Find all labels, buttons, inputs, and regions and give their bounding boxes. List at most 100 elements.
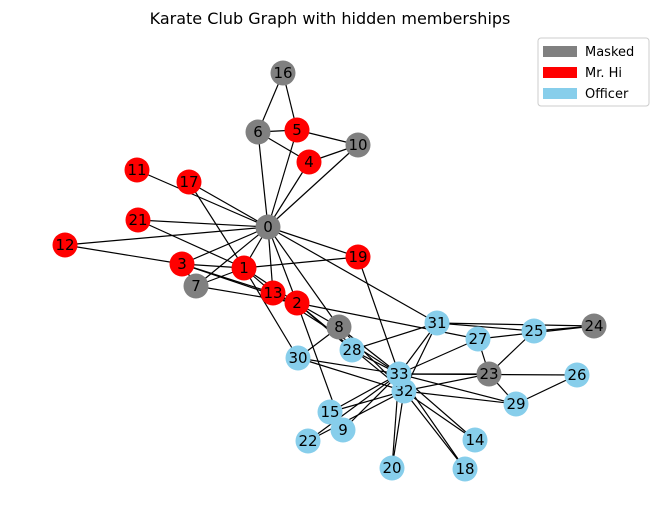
node-label-31: 31 [427, 314, 446, 332]
edge-1-17 [188, 181, 245, 269]
legend-label-masked: Masked [585, 45, 634, 60]
node-label-1: 1 [239, 259, 249, 277]
node-label-6: 6 [253, 123, 263, 141]
node-circle-10 [345, 132, 371, 158]
node-16: 16 [270, 60, 296, 86]
edge-1-21 [137, 219, 245, 269]
node-33: 33 [386, 361, 412, 387]
node-circle-27 [465, 326, 491, 352]
node-3: 3 [169, 251, 195, 277]
node-label-8: 8 [334, 318, 344, 336]
node-0: 0 [255, 214, 281, 240]
node-circle-11 [124, 157, 150, 183]
node-circle-7 [183, 273, 209, 299]
edge-29-32 [403, 390, 517, 405]
node-circle-1 [231, 255, 257, 281]
legend-label-mrhi: Mr. Hi [585, 66, 622, 81]
node-8: 8 [326, 314, 352, 340]
edge-29-33 [398, 373, 517, 405]
node-circle-14 [462, 427, 488, 453]
node-circle-33 [386, 361, 412, 387]
node-29: 29 [503, 391, 529, 417]
edge-0-17 [188, 181, 269, 228]
edge-0-21 [137, 219, 269, 228]
legend-swatch-officer [543, 88, 577, 99]
edge-9-33 [342, 373, 400, 431]
node-circle-30 [285, 345, 311, 371]
node-label-18: 18 [455, 460, 474, 478]
edge-19-33 [357, 256, 400, 375]
node-circle-3 [169, 251, 195, 277]
node-circle-23 [476, 361, 502, 387]
edge-18-32 [403, 390, 466, 470]
node-label-2: 2 [292, 294, 302, 312]
edge-0-11 [136, 169, 269, 228]
node-12: 12 [52, 232, 78, 258]
node-circle-29 [503, 391, 529, 417]
node-circle-9 [330, 417, 356, 443]
node-circle-2 [284, 290, 310, 316]
node-label-7: 7 [191, 277, 201, 295]
node-circle-31 [424, 310, 450, 336]
edge-0-19 [267, 226, 359, 258]
node-label-12: 12 [55, 236, 74, 254]
edge-0-31 [267, 226, 438, 324]
node-circle-24 [581, 313, 607, 339]
edge-25-31 [436, 322, 535, 332]
node-label-16: 16 [273, 64, 292, 82]
node-21: 21 [125, 207, 151, 233]
node-circle-21 [125, 207, 151, 233]
node-7: 7 [183, 273, 209, 299]
node-label-26: 26 [567, 366, 586, 384]
node-label-5: 5 [292, 121, 302, 139]
node-label-15: 15 [320, 403, 339, 421]
node-label-22: 22 [298, 432, 317, 450]
node-label-33: 33 [389, 365, 408, 383]
node-5: 5 [284, 117, 310, 143]
edge-0-5 [267, 129, 298, 228]
node-circle-22 [295, 428, 321, 454]
node-circle-5 [284, 117, 310, 143]
edge-30-33 [297, 357, 400, 375]
edge-15-32 [329, 390, 405, 413]
edge-22-32 [307, 390, 405, 442]
node-label-30: 30 [288, 349, 307, 367]
node-label-11: 11 [127, 161, 146, 179]
node-circle-8 [326, 314, 352, 340]
node-label-24: 24 [584, 317, 603, 335]
node-label-3: 3 [177, 255, 187, 273]
edge-20-32 [391, 390, 405, 469]
edge-24-31 [436, 322, 595, 327]
node-circle-4 [296, 149, 322, 175]
legend-swatch-mrhi [543, 67, 577, 78]
node-27: 27 [465, 326, 491, 352]
node-23: 23 [476, 361, 502, 387]
edge-3-13 [181, 263, 274, 294]
node-circle-20 [379, 455, 405, 481]
node-13: 13 [260, 280, 286, 306]
edge-0-4 [267, 161, 310, 228]
node-label-32: 32 [394, 382, 413, 400]
node-26: 26 [564, 362, 590, 388]
node-15: 15 [317, 399, 343, 425]
node-10: 10 [345, 132, 371, 158]
node-14: 14 [462, 427, 488, 453]
edge-1-30 [243, 267, 299, 359]
edge-15-33 [329, 373, 400, 413]
node-6: 6 [245, 119, 271, 145]
node-20: 20 [379, 455, 405, 481]
node-label-17: 17 [179, 173, 198, 191]
node-30: 30 [285, 345, 311, 371]
node-circle-18 [452, 456, 478, 482]
node-24: 24 [581, 313, 607, 339]
node-label-23: 23 [479, 365, 498, 383]
node-circle-25 [521, 318, 547, 344]
edge-30-32 [297, 357, 405, 392]
edge-0-6 [257, 131, 269, 228]
node-28: 28 [339, 337, 365, 363]
node-22: 22 [295, 428, 321, 454]
node-label-27: 27 [468, 330, 487, 348]
edge-0-10 [267, 144, 359, 228]
node-label-10: 10 [348, 136, 367, 154]
